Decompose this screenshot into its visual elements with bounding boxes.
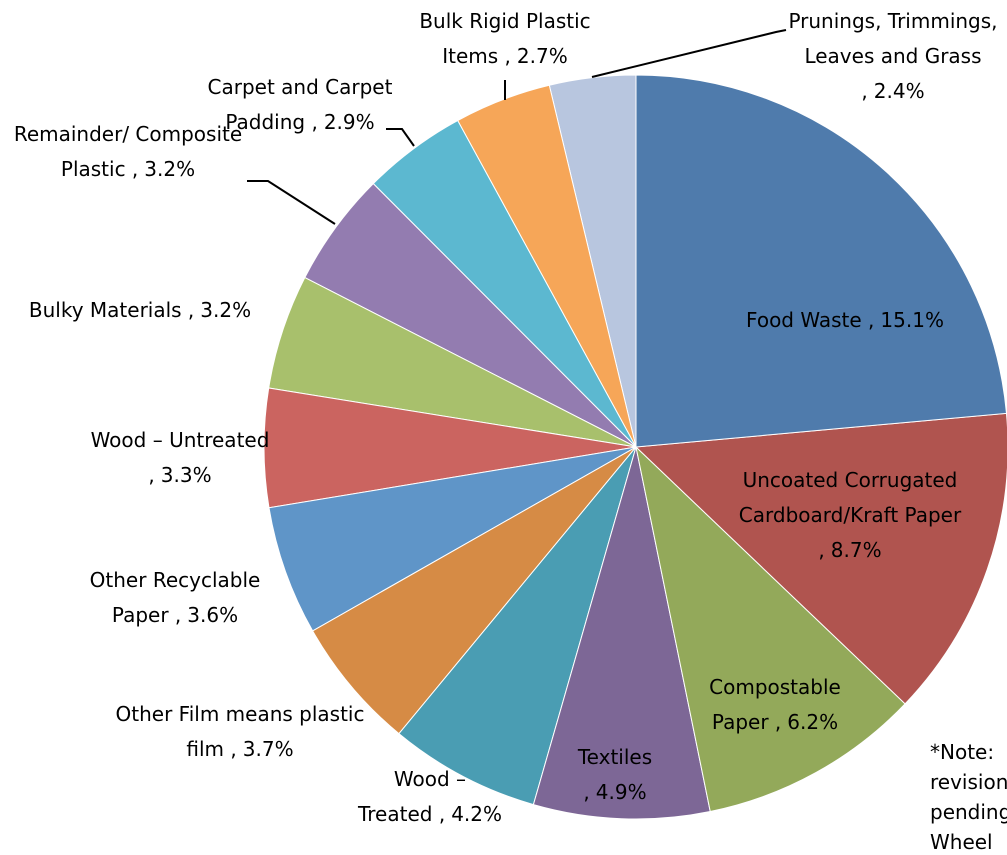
label-value: 8.7%: [830, 538, 882, 562]
label-category: Prunings, Trimmings, Leaves and Grass ,: [788, 9, 998, 103]
data-label: Food Waste , 15.1%: [695, 303, 995, 338]
pie-slice: [398, 446, 637, 806]
pie-slice: [635, 445, 906, 813]
pie-slice: [635, 74, 1007, 448]
label-category: Wood – Treated ,: [358, 767, 467, 826]
label-value: 2.9%: [323, 110, 375, 134]
data-label: Other Film means plastic film , 3.7%: [115, 697, 365, 767]
pie-slice: [311, 446, 637, 735]
note: *Note: revision pending Wheel: [930, 740, 1007, 854]
data-label: Bulk Rigid Plastic Items , 2.7%: [395, 4, 615, 74]
data-label: Compostable Paper , 6.2%: [685, 670, 865, 740]
leader-line: [386, 128, 415, 147]
data-label: Wood – Treated , 4.2%: [355, 762, 505, 832]
label-value: 2.7%: [516, 44, 568, 68]
leader-line: [591, 29, 787, 78]
data-label: Textiles , 4.9%: [560, 740, 670, 810]
label-category: Wood – Untreated ,: [90, 428, 270, 487]
label-value: 3.6%: [187, 603, 239, 627]
data-label: Wood – Untreated , 3.3%: [90, 423, 270, 493]
label-value: 15.1%: [880, 308, 944, 332]
data-label: Uncoated Corrugated Cardboard/Kraft Pape…: [725, 463, 975, 568]
label-category: Bulk Rigid Plastic Items ,: [419, 9, 591, 68]
data-label: Prunings, Trimmings, Leaves and Grass ,2…: [773, 4, 1007, 109]
label-category: Other Recyclable Paper ,: [89, 568, 261, 627]
label-category: Uncoated Corrugated Cardboard/Kraft Pape…: [738, 468, 962, 562]
label-value: 2.4%: [873, 79, 925, 103]
label-value: 3.3%: [160, 463, 212, 487]
pie-slice: [634, 412, 1007, 705]
leader-lines: [247, 29, 787, 225]
pie-slice: [532, 446, 711, 820]
data-label: Bulky Materials , 3.2%: [0, 293, 280, 328]
pie-slice: [268, 446, 637, 632]
label-category: Remainder/ Composite Plastic ,: [13, 122, 243, 181]
label-category: Carpet and Carpet Padding ,: [207, 75, 393, 134]
label-value: 3.2%: [144, 157, 196, 181]
leader-line: [247, 180, 336, 225]
label-value: 4.9%: [595, 780, 647, 804]
label-value: 3.2%: [200, 298, 252, 322]
label-category: Textiles ,: [577, 745, 653, 804]
label-value: 6.2%: [787, 710, 839, 734]
label-category: Other Film means plastic film ,: [115, 702, 365, 761]
label-value: 3.7%: [242, 737, 294, 761]
label-value: 4.2%: [451, 802, 502, 826]
label-category: Bulky Materials ,: [28, 298, 195, 322]
data-label: Remainder/ Composite Plastic , 3.2%: [3, 117, 253, 187]
data-label: Other Recyclable Paper , 3.6%: [65, 563, 285, 633]
label-category: Food Waste ,: [746, 308, 875, 332]
label-category: Compostable Paper ,: [709, 675, 841, 734]
data-label: Carpet and Carpet Padding , 2.9%: [180, 70, 420, 140]
